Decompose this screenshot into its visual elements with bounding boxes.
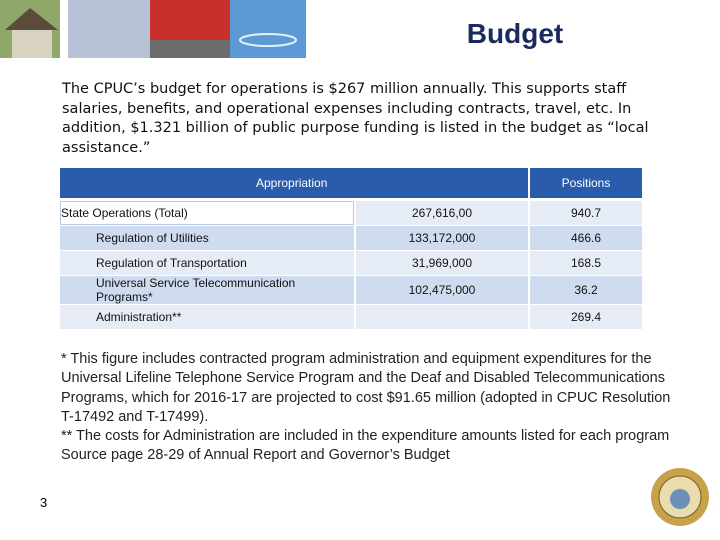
train-track [150, 40, 230, 58]
water-ripple [239, 33, 297, 47]
row-positions: 168.5 [530, 251, 642, 275]
row-label: Universal Service Telecommunication Prog… [60, 276, 354, 304]
water-image [230, 0, 306, 58]
page-number: 3 [40, 495, 48, 510]
house-roof [5, 8, 58, 30]
header-images [0, 0, 306, 58]
row-label: Regulation of Utilities [60, 226, 354, 250]
empty-cell [356, 305, 528, 329]
row-amount: 31,969,000 [356, 251, 528, 275]
header-cell: Appropriation [60, 168, 528, 198]
row-label: State Operations (Total) [60, 201, 354, 225]
seal [651, 468, 709, 526]
row-label: Regulation of Transportation [60, 251, 354, 275]
row-amount: 267,616,00 [356, 201, 528, 225]
row-amount: 133,172,000 [356, 226, 528, 250]
row-positions: 940.7 [530, 201, 642, 225]
title: Budget [466, 18, 564, 49]
footnote: ** The costs for Administration are incl… [61, 428, 670, 445]
phone-image [68, 0, 150, 58]
header-cell: Positions [530, 168, 642, 198]
intro-text: The CPUC’s budget for operations is $267… [62, 81, 649, 156]
footnote: Source page 28-29 of Annual Report and G… [61, 447, 450, 464]
seal-center [670, 489, 690, 509]
row-positions: 269.4 [530, 305, 642, 329]
footnotes: * This figure includes contracted progra… [61, 350, 671, 466]
row-label: Administration** [60, 305, 354, 329]
row-amount: 102,475,000 [356, 276, 528, 304]
house-wall [12, 30, 52, 58]
footnote: * This figure includes contracted progra… [61, 351, 671, 425]
row-positions: 36.2 [530, 276, 642, 304]
row-positions: 466.6 [530, 226, 642, 250]
